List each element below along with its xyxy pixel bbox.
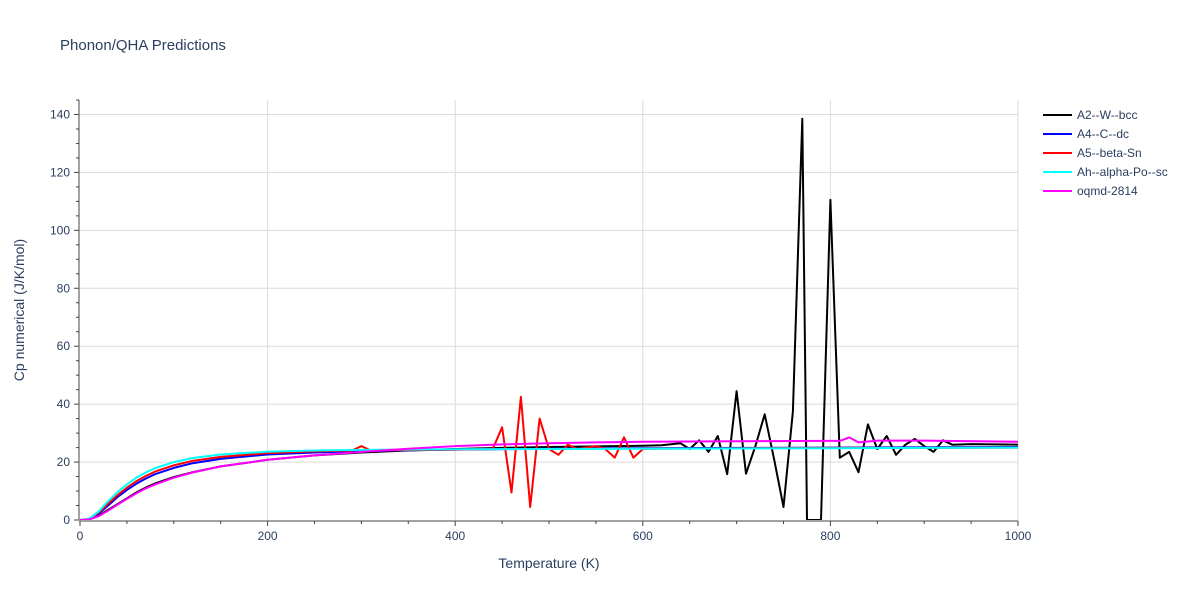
plot-area: [80, 117, 1018, 520]
x-tick-label: 1000: [1005, 529, 1032, 543]
y-tick-label: 60: [57, 339, 71, 353]
axes: [74, 99, 1019, 526]
x-axis-title: Temperature (K): [498, 555, 599, 571]
y-tick-label: 80: [57, 281, 71, 295]
legend-label: Ah--alpha-Po--sc: [1077, 165, 1168, 179]
x-tick-label: 200: [258, 529, 278, 543]
series-line-2: [80, 395, 1018, 520]
y-tick-label: 100: [50, 223, 70, 237]
legend-label: A5--beta-Sn: [1077, 146, 1142, 160]
y-tick-label: 20: [57, 455, 71, 469]
y-axis-title: Cp numerical (J/K/mol): [11, 239, 27, 381]
y-tick-label: 120: [50, 165, 70, 179]
y-tick-label: 140: [50, 107, 70, 121]
x-tick-label: 600: [633, 529, 653, 543]
x-tick-label: 400: [445, 529, 465, 543]
series-line-4: [80, 436, 1018, 520]
chart-title: Phonon/QHA Predictions: [60, 37, 226, 54]
y-tick-label: 0: [63, 513, 70, 527]
legend-label: A4--C--dc: [1077, 127, 1129, 141]
legend-label: A2--W--bcc: [1077, 108, 1137, 122]
series-line-1: [80, 446, 1018, 520]
grid: [80, 100, 1019, 520]
legend: A2--W--bcc A4--C--dc A5--beta-Sn Ah--alpha-…: [1043, 108, 1168, 198]
y-tick-label: 40: [57, 397, 71, 411]
x-tick-label: 0: [77, 529, 84, 543]
legend-label: oqmd-2814: [1077, 184, 1138, 198]
tick-labels: 0 200 400 600 800 1000 0 20 40 60 80 100 120 140: [50, 107, 1032, 543]
series-line-3: [80, 446, 1018, 520]
x-tick-label: 800: [820, 529, 840, 543]
